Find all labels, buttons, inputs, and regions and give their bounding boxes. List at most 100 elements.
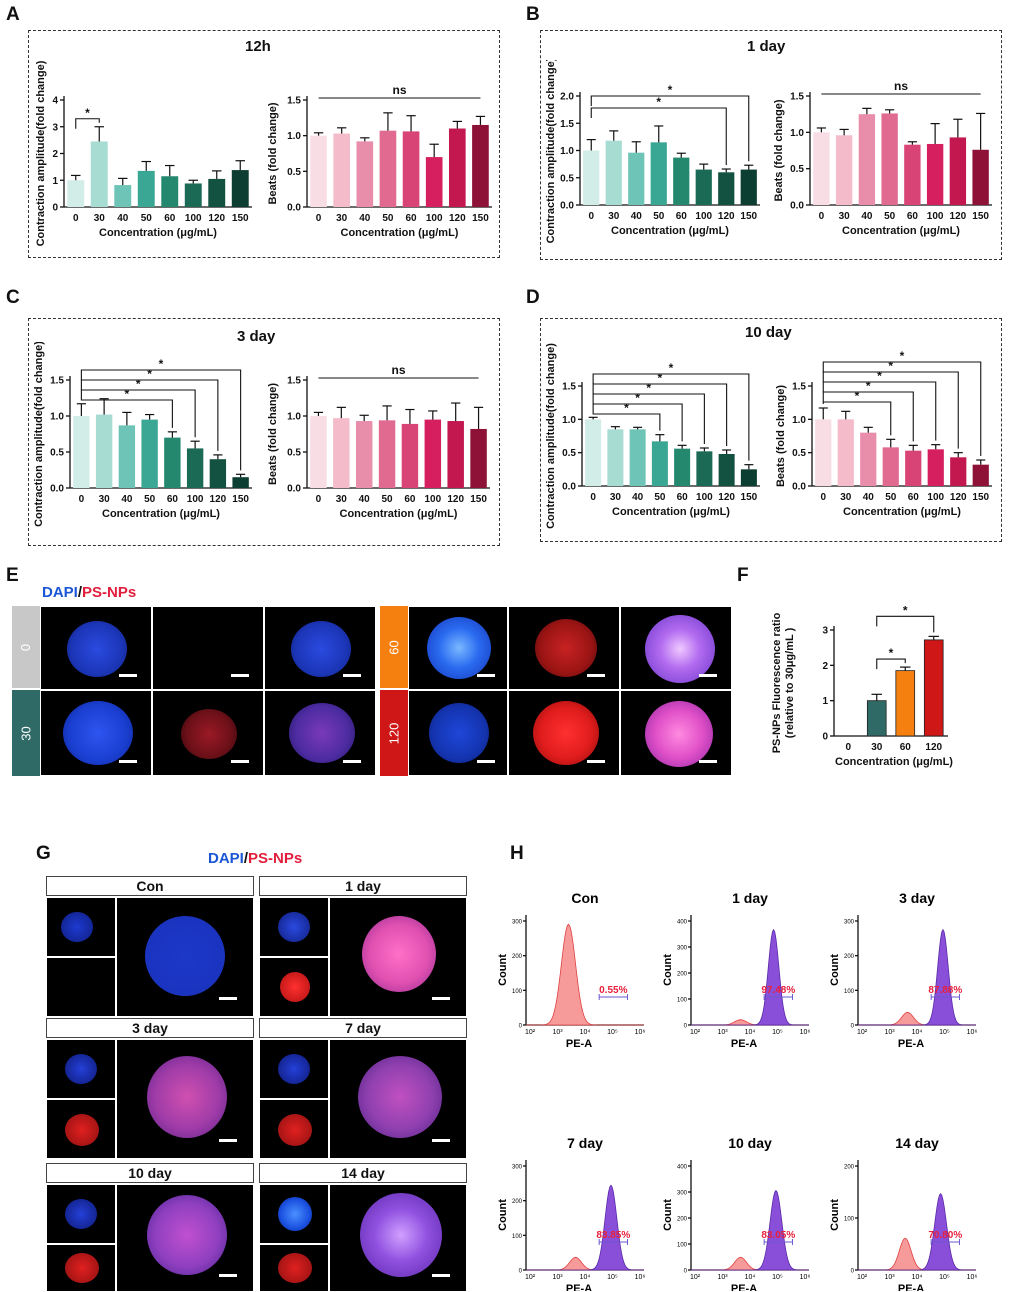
tag-conc-30: 30	[12, 690, 40, 776]
y-axis-label: Contraction amplitude(fold change)	[35, 60, 47, 246]
x-tick-label: 60	[164, 213, 176, 224]
bar	[208, 178, 226, 207]
bar	[470, 428, 487, 488]
x-tick-label: 10⁴	[912, 1029, 923, 1036]
panel-c-frame	[28, 318, 500, 546]
y-tick-label: 0	[822, 732, 828, 743]
g-3day-dapi	[46, 1039, 116, 1099]
header-10day: 10 day	[46, 1163, 254, 1183]
y-tick-label: 1	[52, 176, 58, 187]
significance-bracket	[592, 413, 661, 431]
x-tick-label: 150	[470, 494, 487, 505]
x-tick-label: 10⁴	[580, 1274, 591, 1281]
x-tick-label: 150	[972, 211, 989, 222]
significance-bracket	[592, 383, 728, 446]
panel-label-h: H	[510, 843, 524, 864]
gate-percentage: 0.55%	[599, 985, 627, 996]
y-axis-label: Count	[829, 1199, 841, 1231]
panel-a-title: 12h	[245, 38, 271, 55]
y-tick-label: 0	[851, 1269, 855, 1275]
y-tick-label: 3	[822, 626, 828, 637]
significance-bracket	[876, 615, 935, 633]
panel-label-f: F	[737, 565, 749, 586]
y-tick-label: 0.5	[790, 164, 804, 175]
significance-star: *	[136, 377, 141, 391]
y-tick-label: 100	[677, 998, 688, 1004]
bar	[232, 477, 249, 488]
x-axis-label: PE-A	[898, 1038, 924, 1050]
significance-bracket	[590, 95, 750, 162]
legend-psnps-g: PS-NPs	[248, 850, 303, 867]
positive-peak	[526, 1184, 644, 1271]
image-120-psnp	[508, 690, 620, 776]
y-tick-label: 1.5	[560, 119, 574, 130]
x-tick-label: 0	[590, 492, 596, 503]
x-tick-label: 0	[588, 211, 594, 222]
x-tick-label: 10⁶	[635, 1029, 646, 1036]
x-tick-label: 40	[863, 492, 875, 503]
bar	[424, 419, 442, 488]
x-tick-label: 10²	[857, 1274, 868, 1281]
bar	[860, 432, 877, 486]
x-tick-label: 120	[447, 494, 464, 505]
gate-percentage: 83.05%	[761, 1230, 795, 1241]
x-tick-label: 40	[121, 494, 133, 505]
y-tick-label: 0.5	[287, 167, 301, 178]
chart-c-beats: 0.0 0.5 1.0 1.5 0 30 40 50 60 100 120 150 Concentrat…	[267, 363, 490, 520]
significance-bracket	[592, 393, 705, 444]
header-1day: 1 day	[259, 876, 467, 896]
y-axis-label: Beats (fold change)	[773, 99, 785, 201]
x-tick-label: 50	[884, 211, 896, 222]
y-tick-label: 1.0	[562, 415, 576, 426]
x-tick-label: 120	[449, 213, 466, 224]
bar	[333, 133, 351, 207]
x-tick-label: 30	[871, 742, 883, 753]
x-axis-label: Concentration (μg/mL)	[99, 227, 217, 239]
x-tick-label: 100	[426, 213, 443, 224]
x-tick-label: 150	[472, 213, 489, 224]
y-tick-label: 200	[677, 972, 688, 978]
chart-d-contraction: 0.0 0.5 1.0 1.5 0 30 40 50 60 100 120 150 Concentrat…	[545, 343, 760, 529]
x-tick-label: 10⁶	[635, 1274, 646, 1281]
y-tick-label: 0	[851, 1024, 855, 1030]
chart-d-beats: 0.0 0.5 1.0 1.5 0 30 40 50 60 100 120 150 Concentrat…	[775, 349, 992, 518]
x-tick-label: 60	[404, 494, 416, 505]
x-tick-label: 30	[336, 494, 348, 505]
significance-star: *	[855, 389, 860, 403]
significance-bracket	[822, 391, 914, 442]
positive-peak	[691, 928, 809, 1026]
histogram-5: 10 day 0 100 200 300 400 10² 10³ 10⁴ 10⁵ 10⁶ PE-A Co…	[662, 1135, 810, 1291]
x-tick-label: 30	[94, 213, 106, 224]
x-axis-label: PE-A	[731, 1038, 757, 1050]
bar	[628, 152, 645, 205]
x-tick-label: 120	[208, 213, 225, 224]
bar	[161, 176, 179, 207]
y-tick-label: 0.0	[287, 203, 301, 214]
y-tick-label: 300	[677, 1191, 688, 1197]
image-60-dapi	[408, 606, 508, 690]
bar	[585, 419, 602, 486]
histogram-3: 3 day 0 100 200 300 10² 10³ 10⁴ 10⁵ 10⁶ PE-A Count 8…	[829, 890, 977, 1050]
y-tick-label: 300	[844, 920, 855, 926]
y-tick-label: 0.0	[50, 484, 64, 495]
y-tick-label: 1.5	[287, 96, 301, 107]
y-tick-label: 1.0	[560, 146, 574, 157]
significance-star: *	[635, 391, 640, 405]
bar	[209, 459, 227, 488]
g-1day-psnp	[259, 957, 329, 1017]
y-axis-label: Count	[829, 954, 841, 986]
bar	[650, 142, 667, 205]
legend-dapi-g: DAPI	[208, 850, 244, 867]
x-tick-label: 60	[677, 492, 689, 503]
x-tick-label: 10²	[525, 1029, 536, 1036]
bar	[695, 169, 712, 205]
panel-b-frame	[540, 30, 1002, 260]
gate-percentage: 97.48%	[761, 985, 795, 996]
significance-star: *	[668, 83, 673, 97]
y-tick-label: 0	[684, 1024, 688, 1030]
y-tick-label: 1	[822, 696, 828, 707]
y-tick-label: 0.0	[562, 482, 576, 493]
panel-d-frame	[540, 318, 1002, 542]
x-tick-label: 100	[696, 492, 713, 503]
bar	[718, 172, 735, 205]
